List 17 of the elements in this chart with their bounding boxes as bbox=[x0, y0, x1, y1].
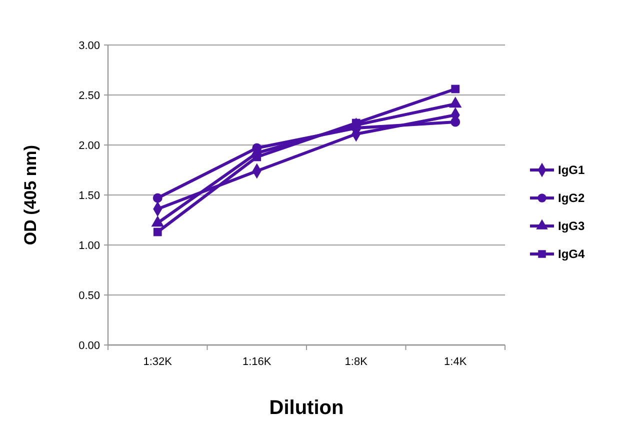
legend-label: IgG1 bbox=[558, 163, 585, 178]
y-tick-label: 2.50 bbox=[78, 90, 100, 102]
y-tick-label: 2.00 bbox=[78, 140, 100, 152]
y-tick-label: 0.50 bbox=[78, 290, 100, 302]
legend-label: IgG3 bbox=[558, 219, 585, 234]
y-tick-label: 3.00 bbox=[78, 40, 100, 52]
y-axis-title: OD (405 nm) bbox=[21, 144, 40, 246]
x-tick-label: 1:8K bbox=[344, 356, 368, 368]
legend-label: IgG4 bbox=[558, 247, 585, 262]
legend-label: IgG2 bbox=[558, 191, 585, 206]
y-tick-label: 1.00 bbox=[78, 240, 100, 252]
x-tick-label: 1:4K bbox=[444, 356, 468, 368]
x-axis-title: Dilution bbox=[269, 397, 344, 419]
x-tick-label: 1:16K bbox=[242, 356, 272, 368]
x-tick-label: 1:32K bbox=[143, 356, 173, 368]
y-tick-label: 1.50 bbox=[78, 190, 100, 202]
y-tick-label: 0.00 bbox=[78, 340, 100, 352]
